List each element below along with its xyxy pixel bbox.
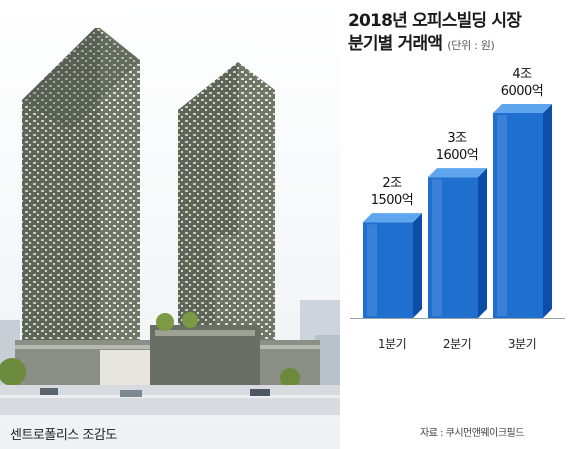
bar-front: [493, 113, 543, 318]
category-label: 2분기: [443, 337, 471, 351]
unit-note: (단위 : 원): [447, 39, 495, 52]
bar-value-label: 1600억: [436, 148, 479, 163]
bar-top: [428, 168, 487, 178]
bar-3: [493, 104, 552, 318]
quarterly-bar-chart: 2조 1500억 1분기 3조 1600억 2분기 4조 6000억 3분기: [350, 67, 565, 351]
chart-title: 2018년 오피스빌딩 시장 분기별 거래액 (단위 : 원): [348, 10, 522, 57]
category-label: 3분기: [508, 337, 536, 351]
bar-highlight: [497, 115, 507, 316]
bar-side: [478, 168, 487, 318]
category-label: 1분기: [378, 337, 406, 351]
bar-side: [413, 213, 422, 318]
bar-side: [543, 104, 552, 318]
image-caption: 센트로폴리스 조감도: [10, 428, 117, 443]
bar-front: [428, 177, 478, 318]
centropolis-rendering: [0, 0, 340, 449]
bar-highlight: [367, 224, 377, 316]
chart-title-line1: 2018년 오피스빌딩 시장: [348, 11, 522, 31]
bar-2: [428, 168, 487, 318]
bar-value-label: 4조: [512, 67, 532, 82]
bar-top: [493, 104, 552, 113]
bar-value-label: 3조: [447, 131, 467, 146]
bar-front: [363, 222, 413, 318]
bar-highlight: [432, 179, 442, 316]
bar-1: [363, 213, 422, 318]
chart-title-line2: 분기별 거래액: [348, 34, 443, 54]
bar-top: [363, 213, 422, 223]
bar-value-label: 1500억: [371, 193, 414, 208]
bar-value-label: 2조: [382, 176, 402, 191]
bar-value-label: 6000억: [501, 84, 544, 99]
source-note: 자료 : 쿠시먼앤웨이크필드: [420, 428, 524, 439]
